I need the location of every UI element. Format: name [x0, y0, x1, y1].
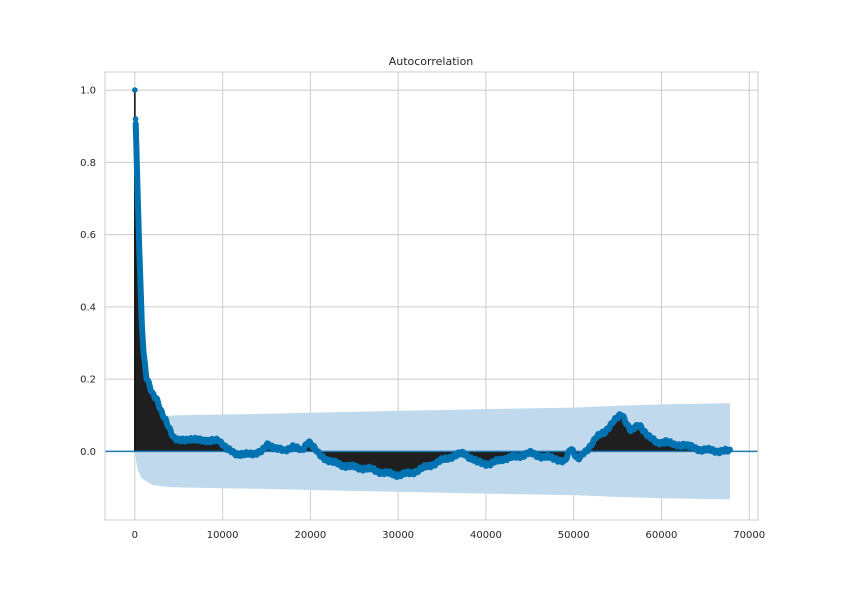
acf-point — [132, 87, 138, 93]
plot-frame — [104, 71, 759, 521]
x-tick-label: 10000 — [207, 530, 239, 541]
x-axis-ticks: 0 10000 20000 30000 40000 50000 60000 70000 — [132, 530, 765, 541]
x-tick-label: 30000 — [382, 530, 414, 541]
y-tick-label: 0.8 — [80, 158, 96, 169]
y-axis-ticks: 0.0 0.2 0.4 0.6 0.8 1.0 — [80, 86, 96, 458]
x-tick-label: 70000 — [733, 530, 765, 541]
x-tick-label: 0 — [132, 530, 138, 541]
acf-points — [132, 87, 733, 480]
y-tick-label: 1.0 — [80, 86, 96, 97]
x-tick-label: 50000 — [558, 530, 590, 541]
x-tick-label: 20000 — [294, 530, 326, 541]
y-tick-label: 0.6 — [80, 230, 96, 241]
acf-point — [132, 116, 139, 122]
x-tick-label: 60000 — [646, 530, 678, 541]
y-tick-label: 0.4 — [80, 302, 96, 313]
y-tick-label: 0.0 — [80, 447, 96, 458]
chart-title: Autocorrelation — [389, 55, 474, 68]
y-tick-label: 0.2 — [80, 375, 96, 386]
acf-points-dense — [132, 120, 733, 480]
x-tick-label: 40000 — [470, 530, 502, 541]
